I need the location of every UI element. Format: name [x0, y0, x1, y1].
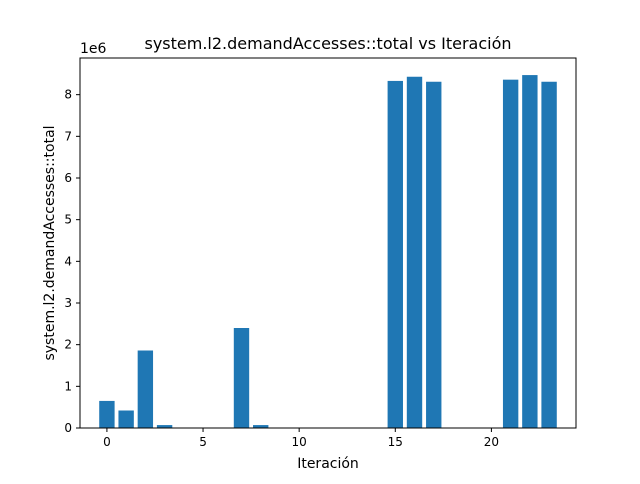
y-tick-label-0: 0	[64, 421, 72, 435]
bar-iteration-23	[541, 81, 557, 428]
chart-title: system.l2.demandAccesses::total vs Itera…	[144, 34, 511, 53]
x-tick-label-20: 20	[484, 435, 499, 449]
x-tick-label-15: 15	[388, 435, 403, 449]
y-tick-label-1: 1	[64, 379, 72, 393]
bar-iteration-22	[522, 75, 538, 428]
y-tick-label-4: 4	[64, 254, 72, 268]
y-axis-label: system.l2.demandAccesses::total	[42, 125, 58, 360]
y-tick-label-8: 8	[64, 88, 72, 102]
bar-iteration-16	[406, 76, 423, 428]
x-tick-label-5: 5	[199, 435, 207, 449]
bar-iteration-8	[253, 425, 269, 428]
y-tick-label-6: 6	[64, 171, 72, 185]
x-axis: 0 5 10 15 20	[103, 428, 499, 449]
bar-iteration-2	[137, 350, 154, 428]
y-tick-label-7: 7	[64, 129, 72, 143]
bar-iteration-21	[502, 79, 519, 429]
bar-iteration-0	[99, 400, 115, 428]
bar-iteration-15	[387, 80, 403, 429]
y-scale-label: 1e6	[80, 41, 107, 57]
y-tick-label-3: 3	[64, 296, 72, 310]
plot-frame	[79, 57, 577, 429]
bar-iteration-17	[426, 81, 442, 428]
y-axis: 0 1 2 3 4 5 6 7 8	[64, 88, 80, 435]
y-tick-label-2: 2	[64, 338, 72, 352]
bar-iteration-1	[118, 410, 134, 428]
x-tick-label-0: 0	[103, 435, 111, 449]
bar-iteration-3	[156, 425, 173, 428]
x-tick-label-10: 10	[292, 435, 307, 449]
bar-iteration-7	[233, 328, 250, 428]
x-axis-label: Iteración	[297, 456, 359, 472]
bars-layer	[99, 75, 557, 429]
y-tick-label-5: 5	[64, 213, 72, 227]
